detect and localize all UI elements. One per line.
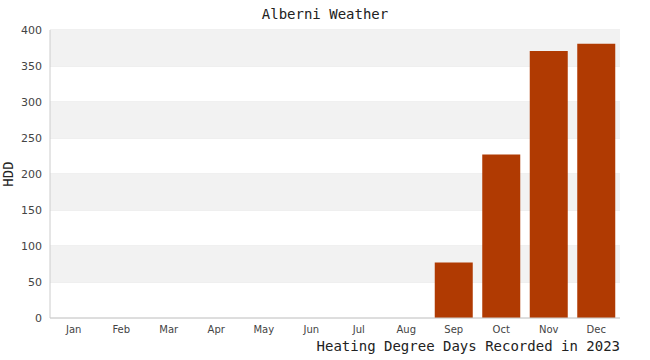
svg-text:250: 250 [21, 132, 42, 145]
svg-text:HDD: HDD [8, 161, 16, 186]
svg-text:200: 200 [21, 168, 42, 181]
svg-text:400: 400 [21, 24, 42, 37]
svg-text:Mar: Mar [159, 324, 179, 335]
svg-text:0: 0 [35, 312, 42, 325]
svg-text:150: 150 [21, 204, 42, 217]
svg-text:350: 350 [21, 60, 42, 73]
svg-text:Jun: Jun [302, 324, 319, 335]
svg-text:Nov: Nov [539, 324, 559, 335]
svg-text:Oct: Oct [493, 324, 510, 335]
svg-text:Aug: Aug [396, 324, 416, 335]
svg-text:100: 100 [21, 240, 42, 253]
svg-text:Apr: Apr [208, 324, 226, 335]
svg-text:50: 50 [28, 276, 42, 289]
svg-text:Feb: Feb [112, 324, 130, 335]
html-text:Heating Degree Days Recorded i: Heating Degree Days Recorded in 2023 [316, 338, 620, 354]
svg-text:Dec: Dec [587, 324, 606, 335]
svg-text:May: May [253, 324, 274, 335]
html-text:Alberni Weather: Alberni Weather [261, 6, 389, 22]
svg-text:Jan: Jan [65, 324, 81, 335]
svg-text:300: 300 [21, 96, 42, 109]
svg-text:Jul: Jul [352, 324, 365, 335]
svg-text:Sep: Sep [444, 324, 463, 335]
